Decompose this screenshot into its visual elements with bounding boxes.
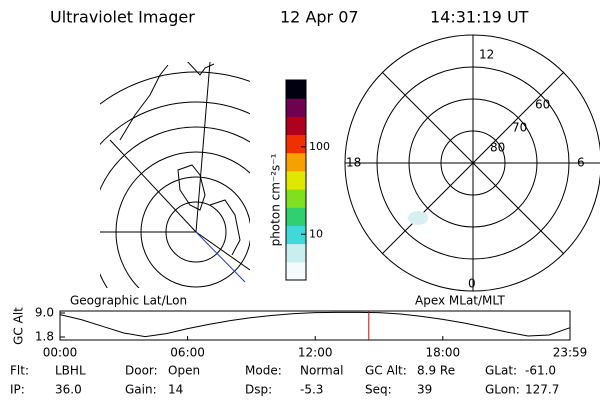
x-tick-label: 12:00 <box>298 346 333 360</box>
status-value: Normal <box>300 364 343 378</box>
colorbar-swatch <box>286 170 306 190</box>
y-tick-label: 1.8 <box>35 330 54 344</box>
status-value: 39 <box>417 383 432 397</box>
lat-label: 80 <box>490 141 505 155</box>
status-value: 36.0 <box>55 383 82 397</box>
lat-label: 60 <box>535 98 550 112</box>
mlt-label: 0 <box>468 277 476 291</box>
time: 14:31:19 UT <box>430 8 529 27</box>
status-value: 14 <box>168 383 183 397</box>
status-label: Mode: <box>245 364 282 378</box>
status-panel: Flt: LBHL Door: Open Mode: Normal GC Alt: 8.9 R… <box>10 364 559 397</box>
date: 12 Apr 07 <box>280 8 359 27</box>
status-label: GLat: <box>485 364 517 378</box>
colorbar-swatch <box>286 225 306 245</box>
mlt-label: 6 <box>577 156 585 170</box>
status-value: -61.0 <box>525 364 556 378</box>
colorbar-swatch <box>286 152 306 172</box>
colorbar: 10 100 <box>285 79 330 281</box>
status-value: LBHL <box>55 364 86 378</box>
colorbar-swatch <box>286 80 306 99</box>
colorbar-swatch <box>286 207 306 226</box>
lat-label: 70 <box>512 121 527 135</box>
alt-plot: 1.8 9.0 00:00 06:00 12:00 18:00 23:59 <box>35 306 587 360</box>
status-label: Gain: <box>125 383 157 397</box>
geo-label: Geographic Lat/Lon <box>70 294 187 308</box>
status-label: GLon: <box>485 383 520 397</box>
status-label: Door: <box>125 364 158 378</box>
title: Ultraviolet Imager <box>50 8 195 27</box>
y-axis-label: GC Alt <box>12 307 26 345</box>
colorbar-swatch <box>286 98 306 117</box>
colorbar-frame <box>285 79 307 281</box>
colorbar-swatch <box>286 116 306 136</box>
x-tick-label: 23:59 <box>553 346 588 360</box>
status-value: 8.9 Re <box>417 364 455 378</box>
status-label: Flt: <box>10 364 29 378</box>
status-label: Dsp: <box>245 383 272 397</box>
polar-grid <box>344 34 600 292</box>
status-value: 127.7 <box>525 383 559 397</box>
geo-map <box>100 62 250 288</box>
colorbar-swatch <box>286 261 306 281</box>
mlt-label: 12 <box>479 48 494 62</box>
status-value: Open <box>168 364 200 378</box>
status-label: IP: <box>10 383 25 397</box>
y-tick-label: 9.0 <box>35 306 54 320</box>
status-value: -5.3 <box>300 383 323 397</box>
colorbar-label: photon cm⁻²s⁻¹ <box>269 153 283 246</box>
status-label: Seq: <box>365 383 392 397</box>
polar-label: Apex MLat/MLT <box>415 294 505 308</box>
x-tick-label: 18:00 <box>426 346 461 360</box>
colorbar-swatch <box>286 189 306 208</box>
x-tick-label: 06:00 <box>170 346 205 360</box>
alt-line <box>59 311 571 338</box>
colorbar-tick-label: 100 <box>309 140 330 153</box>
x-tick-label: 00:00 <box>43 346 78 360</box>
colorbar-tick-label: 10 <box>309 227 323 240</box>
colorbar-swatch <box>286 134 306 154</box>
mlt-label: 18 <box>346 156 361 170</box>
status-label: GC Alt: <box>365 364 407 378</box>
colorbar-swatch <box>286 243 306 263</box>
